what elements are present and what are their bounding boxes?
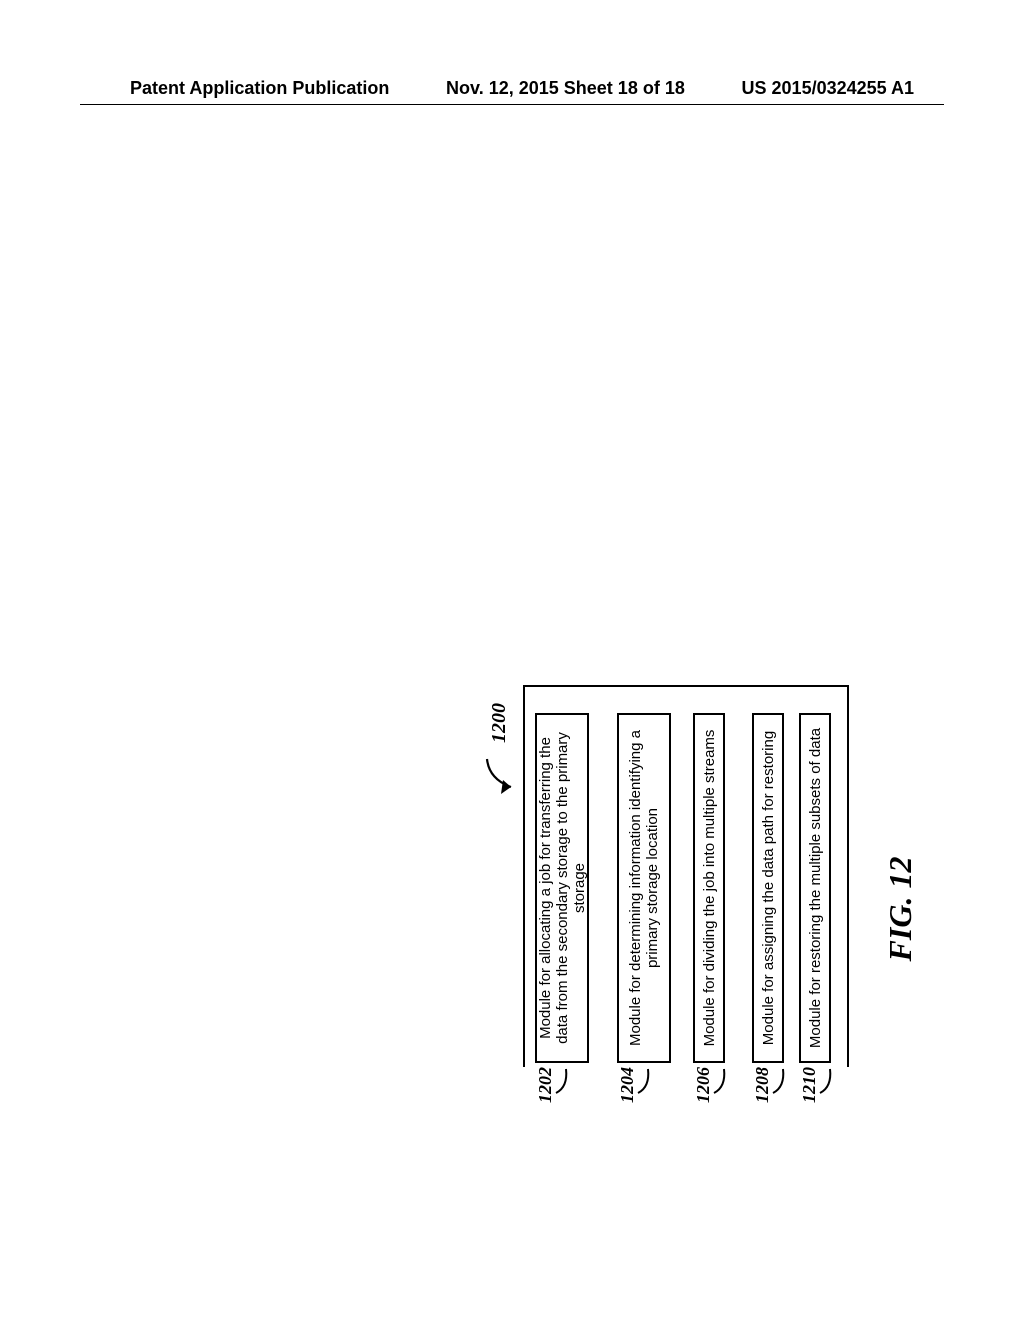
module-box: Module for assigning the data path for r… [752, 713, 784, 1063]
lead-line-icon [818, 1067, 836, 1097]
header-rule [80, 104, 944, 105]
header-center: Nov. 12, 2015 Sheet 18 of 18 [446, 78, 685, 99]
page-header: Patent Application Publication Nov. 12, … [0, 78, 1024, 99]
module-box: Module for determining information ident… [617, 713, 671, 1063]
module-ref-number: 1208 [752, 1067, 773, 1103]
module-ref-col: 1206 [693, 1063, 730, 1139]
module-ref-number: 1210 [799, 1067, 820, 1103]
module-ref-col: 1202 [535, 1063, 572, 1139]
module-ref-number: 1206 [693, 1067, 714, 1103]
system-ref-arrow-icon [481, 749, 517, 799]
module-row: 1206 Module for dividing the job into mul… [693, 713, 730, 1139]
module-ref-col: 1204 [617, 1063, 654, 1139]
module-row: 1202 Module for allocating a job for tran… [535, 713, 589, 1139]
module-ref-col: 1208 [752, 1063, 789, 1139]
module-row: 1204 Module for determining information i… [617, 713, 671, 1139]
module-ref-col: 1210 [799, 1063, 836, 1139]
system-ref-number: 1200 [488, 703, 511, 743]
module-box: Module for allocating a job for transfer… [535, 713, 589, 1063]
page-root: Patent Application Publication Nov. 12, … [0, 0, 1024, 1320]
system-reference: 1200 [481, 699, 517, 799]
module-row: 1208 Module for assigning the data path f… [752, 713, 789, 1139]
modules-list: 1202 Module for allocating a job for tran… [523, 699, 836, 1139]
lead-line-icon [771, 1067, 789, 1097]
module-ref-number: 1204 [617, 1067, 638, 1103]
figure-label: FIG. 12 [882, 699, 919, 1119]
module-row: 1210 Module for restoring the multiple su… [799, 713, 836, 1139]
lead-line-icon [554, 1067, 572, 1097]
header-left: Patent Application Publication [130, 78, 389, 99]
lead-line-icon [636, 1067, 654, 1097]
module-ref-number: 1202 [535, 1067, 556, 1103]
module-box: Module for dividing the job into multipl… [693, 713, 725, 1063]
header-right: US 2015/0324255 A1 [742, 78, 914, 99]
diagram-container: 1200 1202 Module for allocating a job for… [481, 699, 919, 1139]
lead-line-icon [712, 1067, 730, 1097]
module-box: Module for restoring the multiple subset… [799, 713, 831, 1063]
